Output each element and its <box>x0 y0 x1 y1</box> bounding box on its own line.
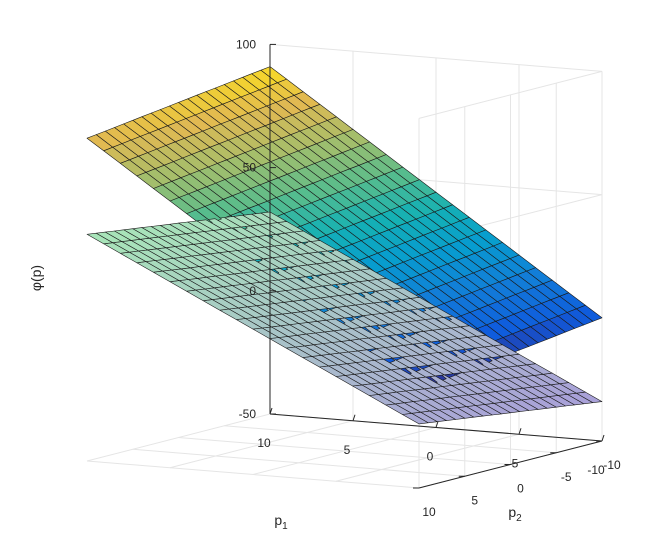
axes <box>269 43 605 489</box>
grid-line <box>418 70 603 119</box>
y-axis-label: p2 <box>508 504 522 524</box>
x-axis-label: p1 <box>274 512 288 532</box>
x-tick-mark <box>518 428 522 435</box>
z-axis-label: φ(p) <box>28 265 44 291</box>
grid-line <box>269 43 603 72</box>
grid-line <box>86 460 420 489</box>
grid-line <box>224 425 557 454</box>
z-tick-label: -50 <box>239 407 257 421</box>
grid-line <box>178 437 511 465</box>
z-tick-label: 100 <box>236 37 256 51</box>
x-tick-label: 0 <box>427 450 434 464</box>
x-tick-label: 10 <box>257 436 271 450</box>
z-tick-label: 50 <box>243 161 257 175</box>
y-tick-label: -5 <box>561 470 572 484</box>
x-tick-mark <box>601 434 605 442</box>
lower-surface-patch <box>86 232 113 245</box>
y-tick-label: 0 <box>517 482 524 496</box>
x-tick-label: 5 <box>344 443 351 457</box>
x-tick-mark <box>435 421 439 428</box>
x-tick-mark <box>352 414 356 421</box>
x-tick-label: -10 <box>587 463 605 477</box>
surfaces <box>86 66 603 425</box>
upper-surface-patch <box>86 134 113 152</box>
x-tick-mark <box>269 407 273 415</box>
grid-line <box>132 448 465 477</box>
x-tick-label: -5 <box>508 456 519 470</box>
z-tick-label: 0 <box>249 284 256 298</box>
y-tick-label: 5 <box>471 493 478 507</box>
y-tick-label: 10 <box>422 505 436 519</box>
y-tick-label: -10 <box>603 458 621 472</box>
